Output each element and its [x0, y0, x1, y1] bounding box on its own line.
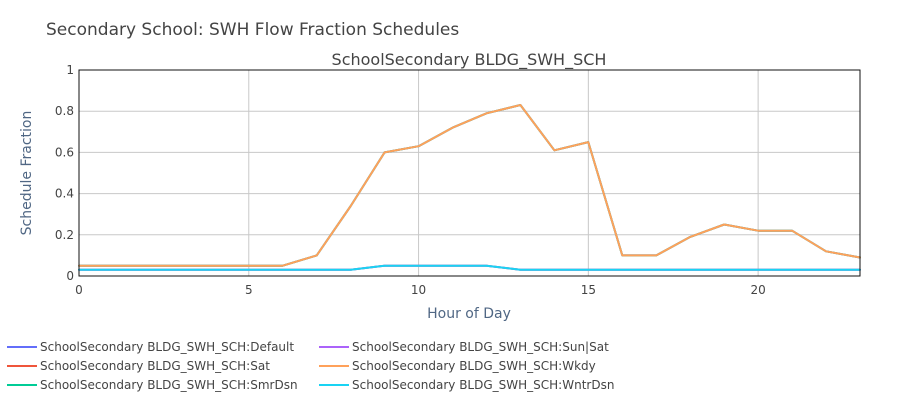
x-tick-label: 0 [75, 283, 83, 297]
chart-subtitle: SchoolSecondary BLDG_SWH_SCH [332, 50, 607, 70]
series-line [78, 264, 861, 271]
legend-item-label: SchoolSecondary BLDG_SWH_SCH:Default [40, 340, 294, 354]
plot-frame [78, 69, 861, 277]
y-tick-label: 0.4 [55, 187, 74, 201]
y-tick-label: 0.8 [55, 104, 74, 118]
series-line [78, 104, 861, 267]
legend: SchoolSecondary BLDG_SWH_SCH:Default Scho… [7, 340, 614, 392]
legend-item-label: SchoolSecondary BLDG_SWH_SCH:SmrDsn [40, 378, 298, 392]
x-tick-label: 20 [750, 283, 765, 297]
legend-item-label: SchoolSecondary BLDG_SWH_SCH:Wkdy [352, 359, 596, 373]
y-tick-label: 0 [66, 269, 74, 283]
x-axis-title: Hour of Day [427, 306, 511, 322]
ticks: 0 5 10 15 20 0 0.2 0.4 0.6 0.8 1 [55, 63, 766, 297]
y-tick-label: 0.6 [55, 145, 74, 159]
grid [78, 70, 860, 276]
x-tick-label: 15 [581, 283, 596, 297]
series-line [78, 104, 861, 267]
x-tick-label: 5 [245, 283, 253, 297]
legend-item-label: SchoolSecondary BLDG_SWH_SCH:WntrDsn [352, 378, 614, 392]
y-tick-label: 1 [66, 63, 74, 77]
y-axis-title: Schedule Fraction [19, 111, 35, 236]
chart-title: Secondary School: SWH Flow Fraction Sche… [46, 20, 459, 40]
series-layer [78, 104, 861, 271]
y-tick-label: 0.2 [55, 228, 74, 242]
series-line [78, 104, 861, 267]
legend-item-label: SchoolSecondary BLDG_SWH_SCH:Sun|Sat [352, 340, 609, 354]
legend-item-label: SchoolSecondary BLDG_SWH_SCH:Sat [40, 359, 270, 373]
x-tick-label: 10 [411, 283, 426, 297]
